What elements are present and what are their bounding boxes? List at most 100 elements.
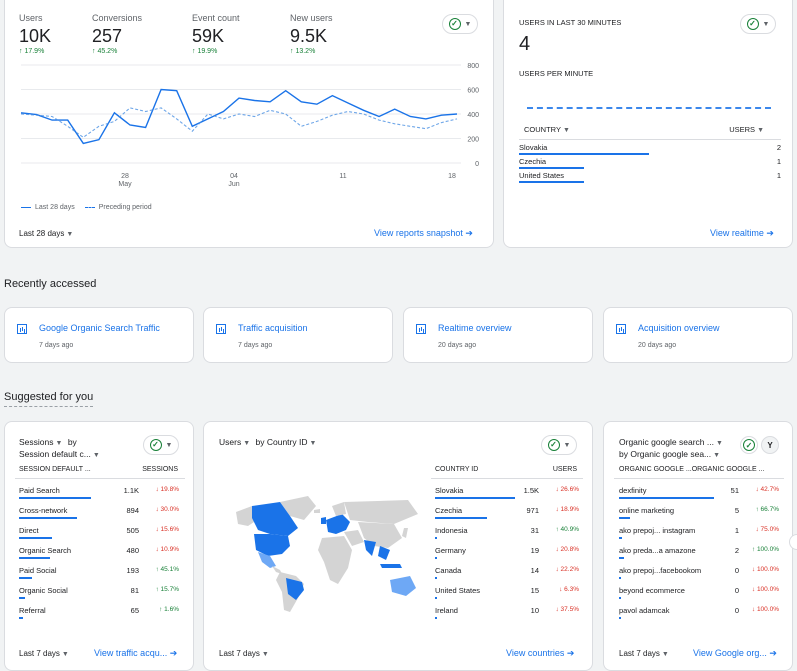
metric-users[interactable]: Users 10K ↑ 17.9% <box>19 13 51 55</box>
row-share-bar <box>435 497 515 499</box>
sessions-card-title[interactable]: Sessions ▼ by <box>19 437 77 447</box>
sessions-compare-toggle[interactable]: ✓ ▼ <box>143 435 179 455</box>
realtime-country-row[interactable]: United States 1 <box>519 171 781 185</box>
row-value: 1.5K <box>523 486 539 495</box>
sessions-card-subtitle[interactable]: Session default c... ▼ <box>19 449 100 459</box>
table-row[interactable]: Cross-network 894 ↓ 30.0% <box>19 502 179 522</box>
realtime-country-row[interactable]: Czechia 1 <box>519 157 781 171</box>
map-indonesia <box>380 564 402 568</box>
map-japan <box>402 528 408 538</box>
row-label: United States <box>435 586 481 595</box>
table-row[interactable]: Paid Social 193 ↑ 45.1% <box>19 562 179 582</box>
row-share-bar <box>435 557 437 559</box>
table-row[interactable]: Slovakia 1.5K ↓ 26.6% <box>435 482 579 502</box>
view-realtime-link[interactable]: View realtime ➔ <box>710 228 774 239</box>
overview-date-range[interactable]: Last 28 days ▼ <box>19 229 73 238</box>
series-line-previous <box>20 107 458 138</box>
arrow-right-icon: ➔ <box>169 648 178 658</box>
column-label: COUNTRY <box>524 125 561 134</box>
table-row[interactable]: pavol adamcak 0 ↓ 100.0% <box>619 602 779 622</box>
row-label: ako prepoj... instagram <box>619 526 696 535</box>
row-value: 15 <box>530 586 539 595</box>
countries-date-range[interactable]: Last 7 days ▼ <box>219 649 269 658</box>
row-label: Organic Search <box>19 546 72 555</box>
legend-dashed-line-icon <box>84 207 95 208</box>
organic-card-subtitle[interactable]: by Organic google sea... ▼ <box>619 449 720 459</box>
suggested-heading: Suggested for you <box>4 391 94 407</box>
view-reports-snapshot-link[interactable]: View reports snapshot ➔ <box>374 228 473 239</box>
map-iceland <box>314 509 320 513</box>
metric-event-count[interactable]: Event count 59K ↑ 19.9% <box>192 13 240 55</box>
recent-report-time: 7 days ago <box>238 342 273 349</box>
table-row[interactable]: beyond ecommerce 0 ↓ 100.0% <box>619 582 779 602</box>
row-delta: ↑ 66.7% <box>755 506 780 513</box>
table-row[interactable]: Indonesia 31 ↑ 40.9% <box>435 522 579 542</box>
countries-compare-toggle[interactable]: ✓ ▼ <box>541 435 577 455</box>
row-share-bar <box>19 537 52 539</box>
row-label: pavol adamcak <box>619 606 670 615</box>
realtime-compare-toggle[interactable]: ✓ ▼ <box>740 14 776 34</box>
country-share-bar <box>519 181 584 183</box>
table-row[interactable]: Organic Social 81 ↑ 15.7% <box>19 582 179 602</box>
table-row[interactable]: Direct 505 ↓ 15.6% <box>19 522 179 542</box>
row-value: 10 <box>530 606 539 615</box>
recently-accessed-heading: Recently accessed <box>4 278 97 290</box>
date-range-label: Last 28 days <box>19 229 65 238</box>
recent-report-time: 20 days ago <box>438 342 477 349</box>
users-column-header[interactable]: USERS ▼ <box>729 125 764 134</box>
map-europe <box>326 514 350 534</box>
view-countries-link[interactable]: View countries ➔ <box>506 648 574 659</box>
per-minute-label: USERS PER MINUTE <box>519 69 594 78</box>
chevron-down-icon: ▼ <box>464 20 472 28</box>
map-australia <box>390 576 416 596</box>
table-row[interactable]: ako prepoj... instagram 1 ↓ 75.0% <box>619 522 779 542</box>
table-row[interactable]: online marketing 5 ↑ 66.7% <box>619 502 779 522</box>
link-label: View countries <box>506 648 565 658</box>
organic-card-title[interactable]: Organic google search ... ▼ <box>619 437 723 447</box>
view-traffic-acquisition-link[interactable]: View traffic acqu... ➔ <box>94 648 177 659</box>
metric-conversions[interactable]: Conversions 257 ↑ 45.2% <box>92 13 142 55</box>
view-google-organic-link[interactable]: View Google org... ➔ <box>693 648 777 659</box>
organic-compare-toggle[interactable]: ✓ <box>740 436 758 454</box>
country-share-bar <box>519 153 649 155</box>
table-row[interactable]: ako preda...a amazone 2 ↑ 100.0% <box>619 542 779 562</box>
table-row[interactable]: Organic Search 480 ↓ 10.9% <box>19 542 179 562</box>
x-tick-day: 28 <box>121 173 129 180</box>
country-name: United States <box>519 171 565 180</box>
row-delta: ↓ 100.0% <box>751 606 779 613</box>
table-row[interactable]: dexfinity 51 ↓ 42.7% <box>619 482 779 502</box>
sessions-card: Sessions ▼ by Session default c... ▼ ✓ ▼ S… <box>4 421 194 671</box>
table-row[interactable]: United States 15 ↓ 6.3% <box>435 582 579 602</box>
row-value: 971 <box>526 506 539 515</box>
series-line-current <box>20 88 458 145</box>
table-row[interactable]: Paid Search 1.1K ↓ 19.8% <box>19 482 179 502</box>
caret-down-icon: ▼ <box>715 440 723 447</box>
table-row[interactable]: Germany 19 ↓ 20.8% <box>435 542 579 562</box>
recent-report-card[interactable]: Acquisition overview 20 days ago <box>603 307 793 363</box>
row-delta: ↑ 45.1% <box>155 566 180 573</box>
countries-card-title[interactable]: Users ▼ by Country ID ▼ <box>219 437 316 447</box>
recent-report-card[interactable]: Realtime overview 20 days ago <box>403 307 593 363</box>
recent-report-title: Realtime overview <box>438 323 512 333</box>
recent-report-card[interactable]: Google Organic Search Traffic 7 days ago <box>4 307 194 363</box>
filter-toggle[interactable]: Y <box>761 436 779 454</box>
country-column-header[interactable]: COUNTRY ▼ <box>524 125 570 134</box>
legend-current-label: Last 28 days <box>35 204 75 211</box>
divider <box>614 478 784 479</box>
row-label: Canada <box>435 566 462 575</box>
arrow-right-icon: ➔ <box>766 228 774 238</box>
organic-date-range[interactable]: Last 7 days ▼ <box>619 649 669 658</box>
row-value: 1.1K <box>123 486 139 495</box>
table-row[interactable]: ako prepoj...facebookom 0 ↓ 100.0% <box>619 562 779 582</box>
overview-compare-toggle[interactable]: ✓ ▼ <box>442 14 478 34</box>
y-tick-label: 200 <box>467 137 479 144</box>
realtime-country-row[interactable]: Slovakia 2 <box>519 143 781 157</box>
table-row[interactable]: Referral 65 ↑ 1.6% <box>19 602 179 622</box>
table-row[interactable]: Ireland 10 ↓ 37.5% <box>435 602 579 622</box>
recent-report-card[interactable]: Traffic acquisition 7 days ago <box>203 307 393 363</box>
metric-new-users[interactable]: New users 9.5K ↑ 13.2% <box>290 13 333 55</box>
table-row[interactable]: Czechia 971 ↓ 18.9% <box>435 502 579 522</box>
sessions-date-range[interactable]: Last 7 days ▼ <box>19 649 69 658</box>
table-row[interactable]: Canada 14 ↓ 22.2% <box>435 562 579 582</box>
row-label: Indonesia <box>435 526 468 535</box>
